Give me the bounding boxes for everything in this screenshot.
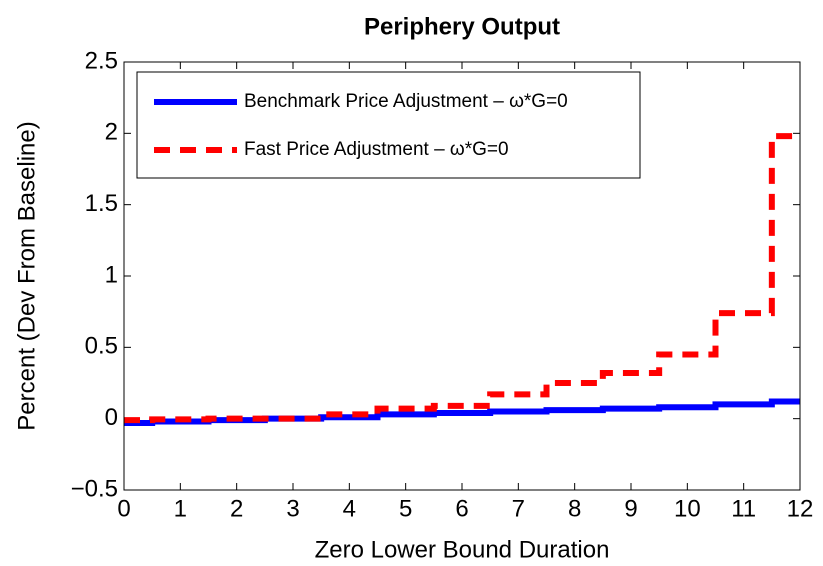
x-tick-label: 8: [568, 495, 581, 522]
x-tick-label: 9: [624, 495, 637, 522]
y-tick-label: 2.5: [85, 47, 118, 74]
x-tick-label: 11: [731, 495, 756, 522]
x-tick-label: 6: [455, 495, 468, 522]
y-tick-label: 1: [105, 261, 118, 288]
series-line: [124, 133, 800, 424]
legend: [136, 71, 641, 179]
x-tick-label: 3: [286, 495, 299, 522]
x-tick-label: 4: [343, 495, 356, 522]
plot-frame: [123, 61, 801, 491]
legend-label: Benchmark Price Adjustment – ω*G=0: [244, 91, 568, 112]
chart-title: Periphery Output: [364, 13, 560, 40]
x-tick-label: 12: [787, 495, 814, 522]
x-tick-label: 0: [117, 495, 130, 522]
x-tick-label: 7: [512, 495, 525, 522]
x-tick-label: 1: [174, 495, 187, 522]
y-tick-label: −0.5: [71, 475, 118, 502]
y-tick-label: 0: [105, 404, 118, 431]
x-axis-label: Zero Lower Bound Duration: [315, 536, 610, 563]
y-axis-label: Percent (Dev From Baseline): [13, 121, 40, 430]
x-tick-label: 2: [230, 495, 243, 522]
y-tick-label: 1.5: [85, 190, 118, 217]
y-tick-label: 0.5: [85, 333, 118, 360]
legend-label: Fast Price Adjustment – ω*G=0: [244, 139, 509, 160]
x-tick-label: 10: [674, 495, 701, 522]
y-tick-label: 2: [105, 119, 118, 146]
x-tick-label: 5: [399, 495, 412, 522]
series-line: [124, 398, 800, 426]
